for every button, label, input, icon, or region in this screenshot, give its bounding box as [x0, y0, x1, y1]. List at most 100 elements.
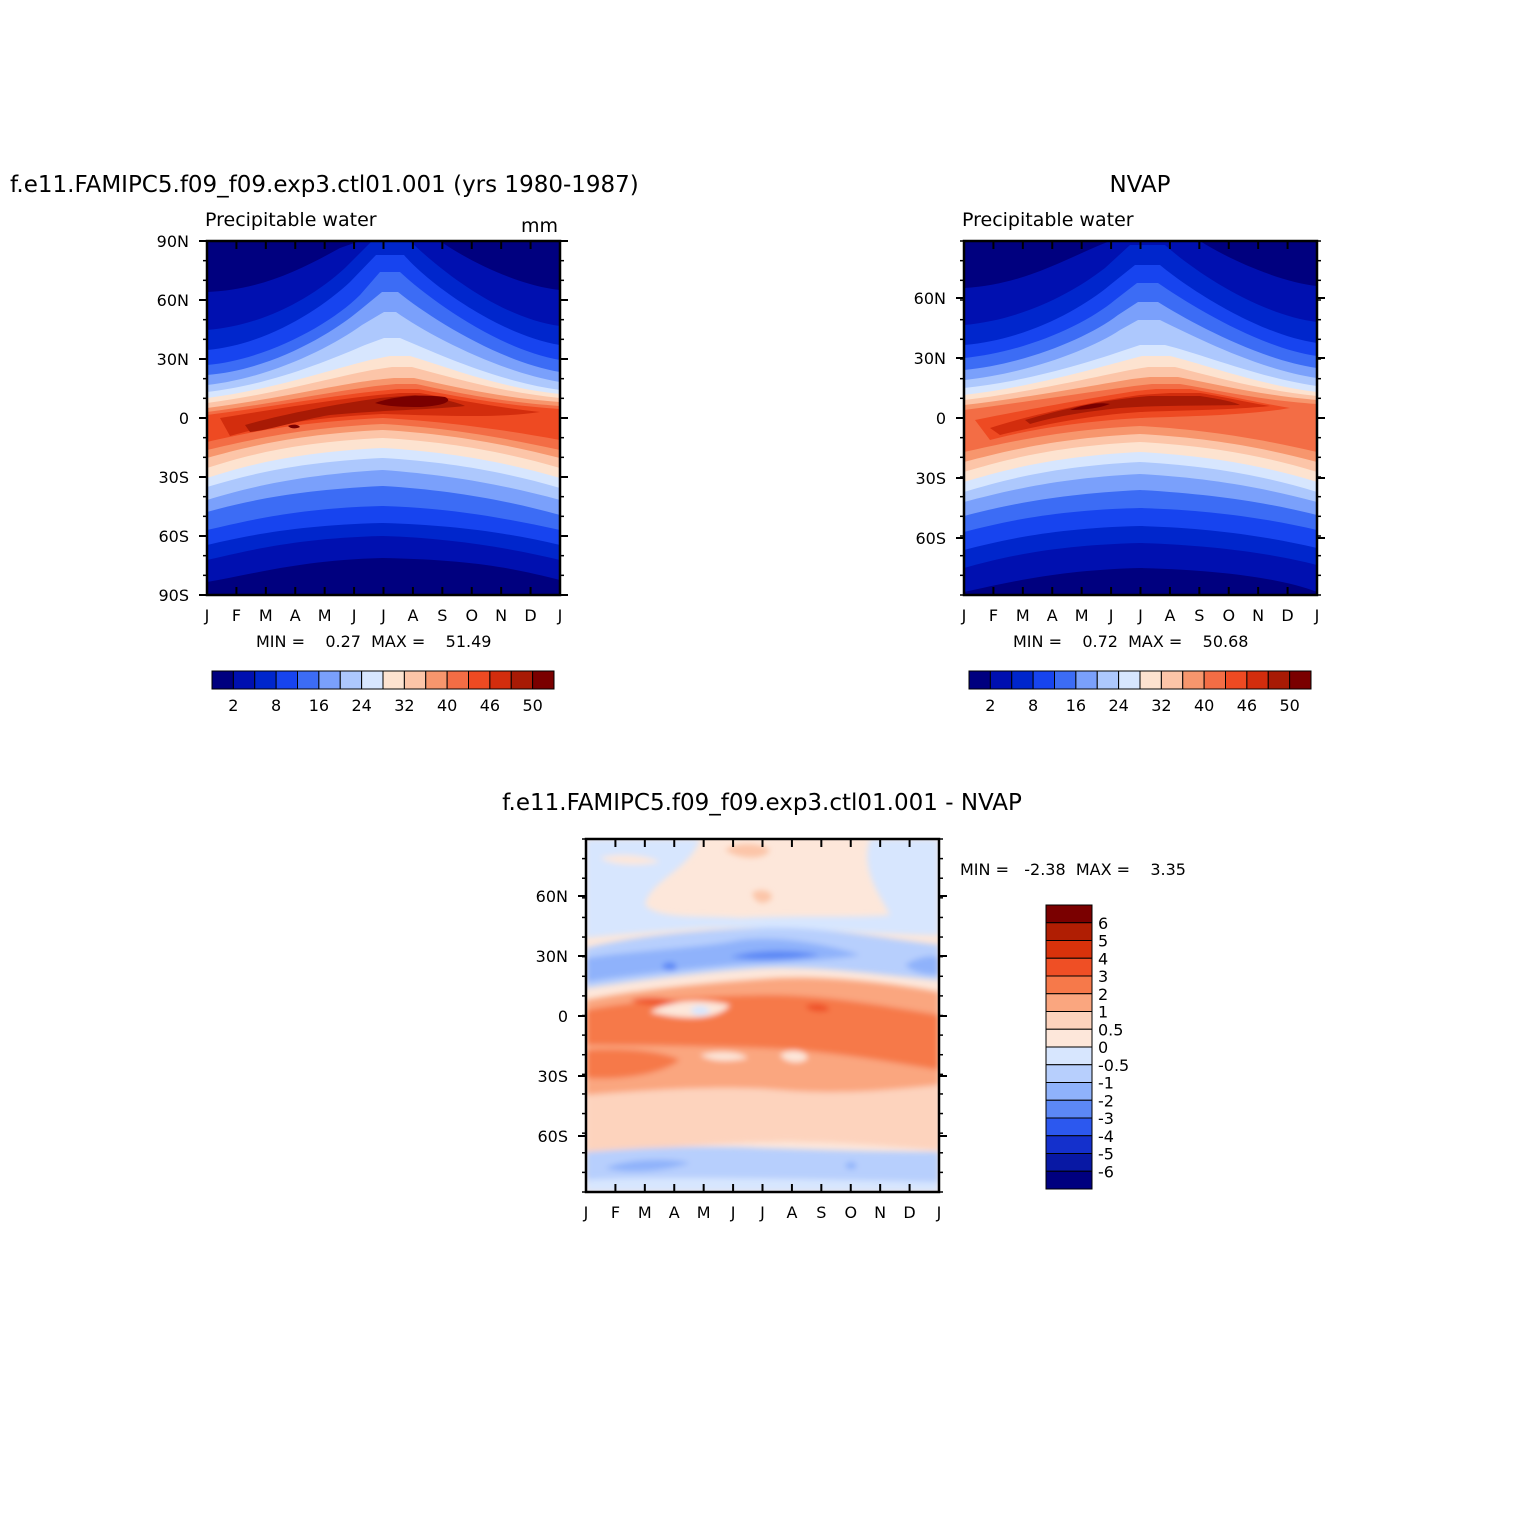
- panel-obs-field: [964, 241, 1317, 595]
- panel-model-title: f.e11.FAMIPC5.f09_f09.exp3.ctl01.001 (yr…: [10, 172, 639, 198]
- colorbar-label: 3: [1098, 967, 1108, 986]
- panel-diff-xtick-label: J: [583, 1203, 589, 1222]
- panel-model-xtick-label: M: [318, 606, 332, 625]
- panel-model-xtick-label: J: [557, 606, 563, 625]
- panel-obs-ytick-label: 30S: [915, 469, 946, 488]
- colorbar-swatch: [361, 670, 384, 690]
- colorbar-swatch: [382, 670, 405, 690]
- colorbar-label: -0.5: [1098, 1056, 1129, 1075]
- colorbar-label: 5: [1098, 932, 1108, 951]
- panel-diff-xtick-label: M: [638, 1203, 652, 1222]
- panel-obs-contours: [964, 241, 1317, 592]
- colorbar-swatch: [1246, 670, 1269, 690]
- colorbar-label: 24: [351, 696, 371, 715]
- panel-obs-xtick-label: S: [1194, 606, 1204, 625]
- colorbar-label: 2: [228, 696, 238, 715]
- panel-model-xtick-label: A: [407, 606, 418, 625]
- panel-obs-ytick-label: 60N: [914, 289, 946, 308]
- colorbar-label: 32: [394, 696, 414, 715]
- colorbar-swatch: [1203, 670, 1226, 690]
- panel-obs-stats: MIN = 0.72 MAX = 50.68: [1013, 632, 1248, 651]
- colorbar-swatch: [1096, 670, 1120, 690]
- panel-model-contours: [207, 241, 560, 582]
- colorbar-label: -5: [1098, 1145, 1114, 1164]
- panel-model-xtick-label: M: [259, 606, 273, 625]
- colorbar-swatch: [1045, 1064, 1093, 1083]
- panel-obs-xtick-label: F: [989, 606, 998, 625]
- colorbar-swatch: [1045, 1046, 1093, 1066]
- colorbar-label: -2: [1098, 1091, 1114, 1110]
- colorbar-label: 2: [1098, 985, 1108, 1004]
- colorbar-swatch: [1045, 1170, 1093, 1190]
- panel-obs-subtitle: Precipitable water: [962, 209, 1134, 231]
- panel-diff-ytick-label: 30N: [536, 947, 568, 966]
- colorbar-swatch: [1045, 1099, 1093, 1119]
- panel-model-ytick-label: 30N: [157, 350, 189, 369]
- colorbar-swatch: [1225, 670, 1248, 690]
- colorbar-swatch: [468, 670, 491, 690]
- panel-model-ytick-label: 60S: [158, 527, 189, 546]
- panel-model-ytick-label: 90S: [158, 586, 189, 605]
- panel-diff-xtick-label: J: [759, 1203, 765, 1222]
- colorbar-label: 8: [271, 696, 281, 715]
- panel-model-xtick-label: J: [380, 606, 386, 625]
- colorbar-swatch: [1045, 1153, 1093, 1172]
- panel-model-xtick-label: S: [437, 606, 447, 625]
- panel-model-xtick-label: F: [232, 606, 241, 625]
- colorbar-swatch: [446, 670, 469, 690]
- colorbar-swatch: [989, 670, 1013, 690]
- colorbar-swatch: [1045, 904, 1093, 924]
- panel-obs-xtick-label: A: [1047, 606, 1058, 625]
- colorbar-label: 40: [1194, 696, 1214, 715]
- panel-model-xtick-label: O: [465, 606, 478, 625]
- colorbar-label: 40: [437, 696, 457, 715]
- panel-model-subtitle: Precipitable water: [205, 209, 377, 231]
- panel-obs-xtick-label: M: [1075, 606, 1089, 625]
- colorbar-swatch: [1160, 670, 1184, 690]
- panel-diff-stats: MIN = -2.38 MAX = 3.35: [960, 860, 1186, 879]
- panel-diff-xtick-label: J: [936, 1203, 942, 1222]
- colorbar-swatch: [275, 670, 298, 690]
- panel-obs-title: NVAP: [1109, 172, 1170, 198]
- panel-model-xtick-label: D: [524, 606, 536, 625]
- colorbar-swatch: [297, 670, 320, 690]
- colorbar-label: 2: [985, 696, 995, 715]
- colorbar-label: 46: [1237, 696, 1257, 715]
- panel-model-ytick-label: 30S: [158, 468, 189, 487]
- panel-model-ytick-label: 90N: [157, 232, 189, 251]
- colorbar-swatch: [211, 670, 234, 690]
- panel-obs-ytick-label: 30N: [914, 349, 946, 368]
- colorbar-label: -3: [1098, 1109, 1114, 1128]
- panel-model-field: [207, 241, 560, 595]
- colorbar-swatch: [1139, 670, 1162, 690]
- colorbar-label: 16: [309, 696, 329, 715]
- colorbar-swatch: [1045, 1117, 1093, 1137]
- panel-diff-xtick-label: O: [844, 1203, 857, 1222]
- colorbar-label: 6: [1098, 914, 1108, 933]
- colorbar-swatch: [339, 670, 363, 690]
- colorbar-swatch: [1045, 957, 1093, 977]
- panel-obs-xtick-label: J: [961, 606, 967, 625]
- colorbar-swatch: [1289, 670, 1312, 690]
- panel-model-xtick-label: J: [351, 606, 357, 625]
- colorbar-swatch: [1075, 670, 1098, 690]
- colorbar-swatch: [510, 670, 534, 690]
- colorbar-swatch: [1267, 670, 1291, 690]
- panel-obs-xtick-label: M: [1016, 606, 1030, 625]
- colorbar-label: 0.5: [1098, 1020, 1123, 1039]
- colorbar-swatch: [1045, 1011, 1093, 1030]
- panel-model-stats: MIN = 0.27 MAX = 51.49: [256, 632, 491, 651]
- panel-obs-xtick-label: J: [1314, 606, 1320, 625]
- panel-model-units: mm: [521, 215, 558, 237]
- panel-diff-field: [586, 839, 939, 1192]
- colorbar-swatch: [403, 670, 427, 690]
- colorbar-swatch: [1011, 670, 1034, 690]
- colorbar-swatch: [1045, 1082, 1093, 1101]
- colorbar-swatch: [1118, 670, 1141, 690]
- colorbar-swatch: [425, 670, 448, 690]
- colorbar-swatch: [1054, 670, 1077, 690]
- panel-model-xtick-label: N: [495, 606, 507, 625]
